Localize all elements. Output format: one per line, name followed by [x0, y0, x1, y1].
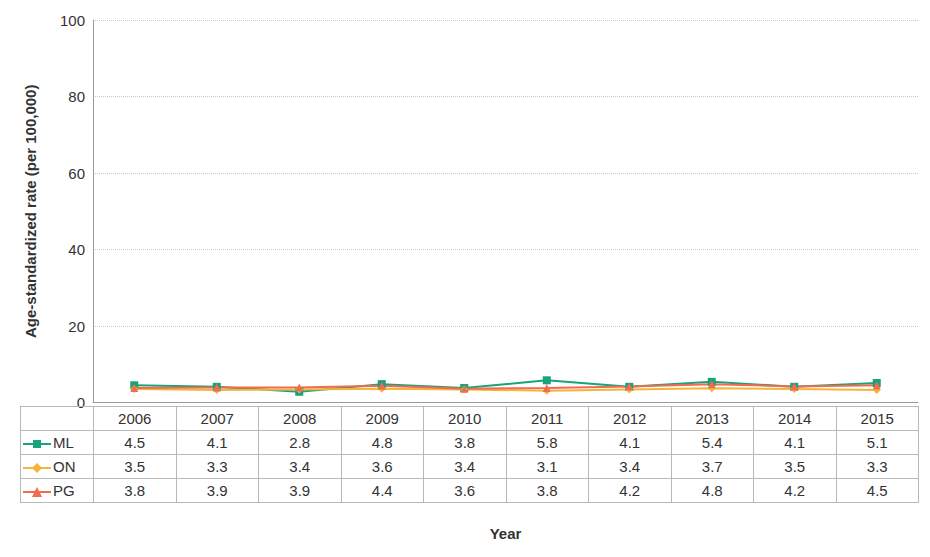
html-text:2011: 2011 — [531, 410, 564, 427]
html-text:3.4: 3.4 — [454, 458, 476, 475]
html-text:2007: 2007 — [200, 410, 234, 427]
html-text:2014: 2014 — [778, 410, 812, 427]
html-text:3.6: 3.6 — [454, 482, 476, 499]
html-text:4.8: 4.8 — [701, 482, 723, 499]
html-text:4.1: 4.1 — [206, 434, 228, 451]
svg-text:60: 60 — [68, 165, 85, 182]
html-text:3.8: 3.8 — [124, 482, 146, 499]
html-text:4.4: 4.4 — [371, 482, 393, 499]
svg-text:80: 80 — [68, 88, 85, 105]
html-text:4.2: 4.2 — [784, 482, 806, 499]
svg-text:40: 40 — [68, 241, 85, 258]
html-text:4.2: 4.2 — [619, 482, 641, 499]
html-text:2006: 2006 — [118, 410, 152, 427]
html-text:3.9: 3.9 — [206, 482, 228, 499]
html-text:5.4: 5.4 — [701, 434, 723, 451]
html-text:4.8: 4.8 — [371, 434, 393, 451]
html-text:2.8: 2.8 — [289, 434, 311, 451]
html-text:5.8: 5.8 — [536, 434, 558, 451]
html-text:2009: 2009 — [365, 410, 399, 427]
svg-text:0: 0 — [77, 394, 85, 410]
html-text:3.7: 3.7 — [701, 458, 723, 475]
html-text:2012: 2012 — [613, 410, 647, 427]
html-text:ON: ON — [53, 458, 76, 475]
html-text:3.6: 3.6 — [371, 458, 393, 475]
html-text:3.5: 3.5 — [124, 458, 146, 475]
html-text:3.8: 3.8 — [536, 482, 558, 499]
html-text:Year: Year — [489, 525, 522, 542]
html-text:5.1: 5.1 — [866, 434, 888, 451]
html-text:2010: 2010 — [448, 410, 482, 427]
html-text:2008: 2008 — [283, 410, 317, 427]
html-text:3.8: 3.8 — [454, 434, 476, 451]
html-text:2013: 2013 — [695, 410, 729, 427]
html-text:3.4: 3.4 — [619, 458, 641, 475]
html-text:3.4: 3.4 — [289, 458, 311, 475]
svg-text:100: 100 — [60, 12, 85, 29]
html-text:4.5: 4.5 — [866, 482, 888, 499]
html-text:4.1: 4.1 — [619, 434, 641, 451]
html-text:3.3: 3.3 — [866, 458, 888, 475]
html-text:3.9: 3.9 — [289, 482, 311, 499]
html-text:2015: 2015 — [860, 410, 894, 427]
html-text:4.1: 4.1 — [784, 434, 806, 451]
html-text:PG: PG — [53, 482, 75, 499]
html-text:3.3: 3.3 — [206, 458, 228, 475]
svg-text:Age-standardized rate (per 100: Age-standardized rate (per 100,000) — [22, 85, 39, 338]
html-text:ML: ML — [53, 434, 74, 451]
svg-text:20: 20 — [68, 318, 85, 335]
html-text:3.5: 3.5 — [784, 458, 806, 475]
html-text:4.5: 4.5 — [124, 434, 146, 451]
html-text:3.1: 3.1 — [536, 458, 558, 475]
